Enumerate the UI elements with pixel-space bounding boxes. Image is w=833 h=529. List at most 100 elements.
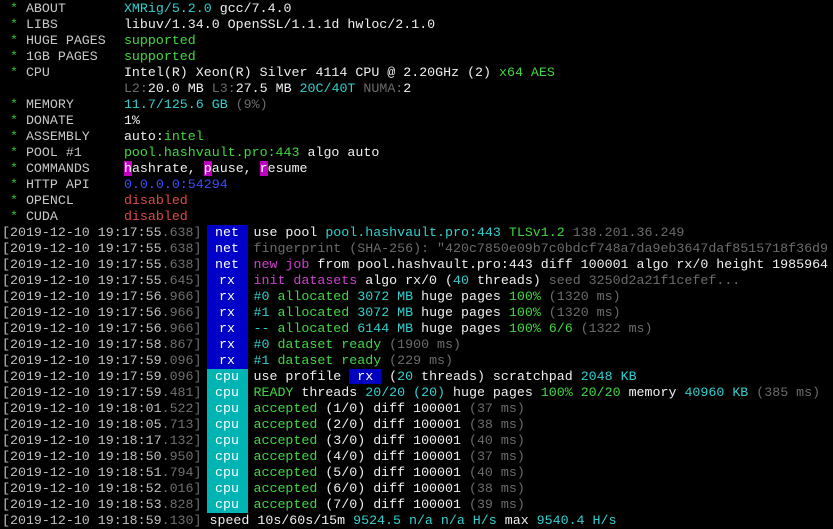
timestamp: [2019-12-10 19:17:55 [2, 257, 162, 272]
text-segment: from pool.hashvault.pro:443 diff 100001 … [309, 257, 829, 272]
tag-badge-rx: rx [206, 305, 248, 321]
star-icon: * [2, 209, 26, 224]
tag-badge-cpu: cpu [206, 417, 248, 433]
text-segment: Intel(R) Xeon(R) Silver 4114 CPU @ 2.20G… [123, 65, 499, 80]
text-segment: (40 ms) [468, 465, 525, 480]
timestamp-ms: .522] [161, 401, 202, 416]
text-segment: (2/0) diff 100001 [325, 417, 469, 432]
text-segment: (1320 ms) [548, 289, 621, 304]
text-segment: 100% [508, 305, 549, 320]
text-segment: (37 ms) [468, 401, 525, 416]
tag-badge-rx: rx [206, 321, 248, 337]
text-segment: auto: [123, 129, 164, 144]
header-value: supported [124, 33, 196, 48]
timestamp: [2019-12-10 19:17:55 [2, 273, 162, 288]
log-line: [2019-12-10 19:17:56.966] rx -- allocated … [2, 321, 833, 337]
timestamp-ms: .966] [161, 289, 202, 304]
header-value: L2:20.0 MB L3:27.5 MB 20C/40T NUMA:2 [124, 81, 411, 96]
tag-badge-cpu: cpu [206, 385, 248, 401]
log-line: [2019-12-10 19:17:55.645] rx init datasets… [2, 273, 833, 289]
header-line: * HTTP API 0.0.0.0:54294 [2, 177, 833, 193]
text-segment: (38 ms) [468, 481, 525, 496]
timestamp-ms: .713] [161, 417, 202, 432]
log-line: [2019-12-10 19:17:56.966] rx #0 allocated … [2, 289, 833, 305]
text-segment: 2048 KB [580, 369, 637, 384]
header-label: OPENCL [25, 193, 74, 208]
log-line: [2019-12-10 19:17:55.638] net fingerprint … [2, 241, 833, 257]
header-line: * CUDA disabled [2, 209, 833, 225]
text-segment: accepted [253, 417, 326, 432]
star-icon [2, 81, 26, 96]
star-icon: * [2, 193, 26, 208]
timestamp: [2019-12-10 19:17:58 [2, 337, 162, 352]
tag-badge-cpu: cpu [206, 497, 248, 513]
log-line: [2019-12-10 19:18:51.794] cpu accepted (5/… [2, 465, 833, 481]
text-segment: accepted [253, 481, 326, 496]
header-value: hashrate, pause, resume [123, 161, 308, 176]
text-segment: #1 [253, 353, 278, 368]
text-segment: use pool [253, 225, 326, 240]
timestamp: [2019-12-10 19:18:51 [2, 465, 162, 480]
text-segment: 138.201.36.249 [572, 225, 685, 240]
text-segment: huge pages [421, 321, 509, 336]
timestamp: [2019-12-10 19:17:59 [2, 369, 162, 384]
star-icon: * [2, 49, 26, 64]
text-segment: (6/0) diff 100001 [325, 481, 469, 496]
text-segment: dataset ready [277, 353, 390, 368]
text-segment: allocated [277, 321, 358, 336]
timestamp: [2019-12-10 19:18:01 [2, 401, 162, 416]
log-line: [2019-12-10 19:17:59.096] cpu use profile … [2, 369, 833, 385]
text-segment: pool.hashvault.pro:443 [325, 225, 509, 240]
header-line: * ABOUT XMRig/5.2.0 gcc/7.4.0 [2, 1, 833, 17]
log-line: [2019-12-10 19:18:01.522] cpu accepted (1/… [2, 401, 833, 417]
header-value: 11.7/125.6 GB (9%) [124, 97, 268, 112]
text-segment: seed 3250d2a21f1cefef... [548, 273, 741, 288]
log-line: [2019-12-10 19:18:59.130] speed 10s/60s/… [2, 513, 833, 529]
text-segment: libuv/1.34.0 OpenSSL/1.1.1d hwloc/2.1.0 [123, 17, 436, 32]
header-label: HTTP API [25, 177, 90, 192]
text-segment: #0 [253, 289, 278, 304]
text-segment: fingerprint (SHA-256): "420c7850e09b7c0b… [253, 241, 829, 256]
timestamp-ms: .096] [161, 353, 202, 368]
header-label: HUGE PAGES [25, 33, 106, 48]
timestamp-ms: .966] [161, 321, 202, 336]
text-segment: use profile [253, 369, 350, 384]
log-line: [2019-12-10 19:17:58.867] rx #0 dataset re… [2, 337, 833, 353]
tag-badge-rx: rx [206, 337, 248, 353]
text-segment: algo rx/0 [357, 273, 446, 288]
text-segment: h [123, 161, 132, 176]
header-line: * MEMORY 11.7/125.6 GB (9%) [2, 97, 833, 113]
text-segment: allocated [277, 289, 358, 304]
text-segment: (9%) [235, 97, 268, 112]
header-label: COMMANDS [25, 161, 90, 176]
text-segment: init datasets [253, 273, 358, 288]
header-line: * HUGE PAGES supported [2, 33, 833, 49]
text-segment: XMRig/5.2.0 [123, 1, 212, 16]
header-label: 1GB PAGES [25, 49, 98, 64]
text-segment: #0 [253, 337, 278, 352]
timestamp: [2019-12-10 19:17:56 [2, 305, 162, 320]
text-segment: accepted [253, 449, 326, 464]
text-segment: accepted [253, 401, 326, 416]
timestamp: [2019-12-10 19:17:59 [2, 353, 162, 368]
header-value: pool.hashvault.pro:443 algo auto [124, 145, 379, 160]
text-segment: threads [293, 385, 366, 400]
text-segment: 20/20 (20) [365, 385, 446, 400]
header-line: * POOL #1 pool.hashvault.pro:443 algo aut… [2, 145, 833, 161]
tag-badge-cpu: cpu [206, 449, 248, 465]
header-value: 0.0.0.0:54294 [124, 177, 228, 192]
text-segment: 100% 20/20 [540, 385, 621, 400]
tag-badge-cpu: cpu [206, 481, 248, 497]
header-line: * OPENCL disabled [2, 193, 833, 209]
timestamp-ms: .950] [161, 449, 202, 464]
timestamp: [2019-12-10 19:17:56 [2, 289, 162, 304]
header-label: CUDA [25, 209, 58, 224]
timestamp-ms: .828] [161, 497, 202, 512]
header-label: MEMORY [25, 97, 74, 112]
text-segment: disabled [123, 193, 188, 208]
timestamp-ms: .638] [161, 225, 202, 240]
star-icon: * [2, 161, 26, 176]
text-segment: 27.5 MB [235, 81, 300, 96]
header-label: CPU [25, 65, 50, 80]
